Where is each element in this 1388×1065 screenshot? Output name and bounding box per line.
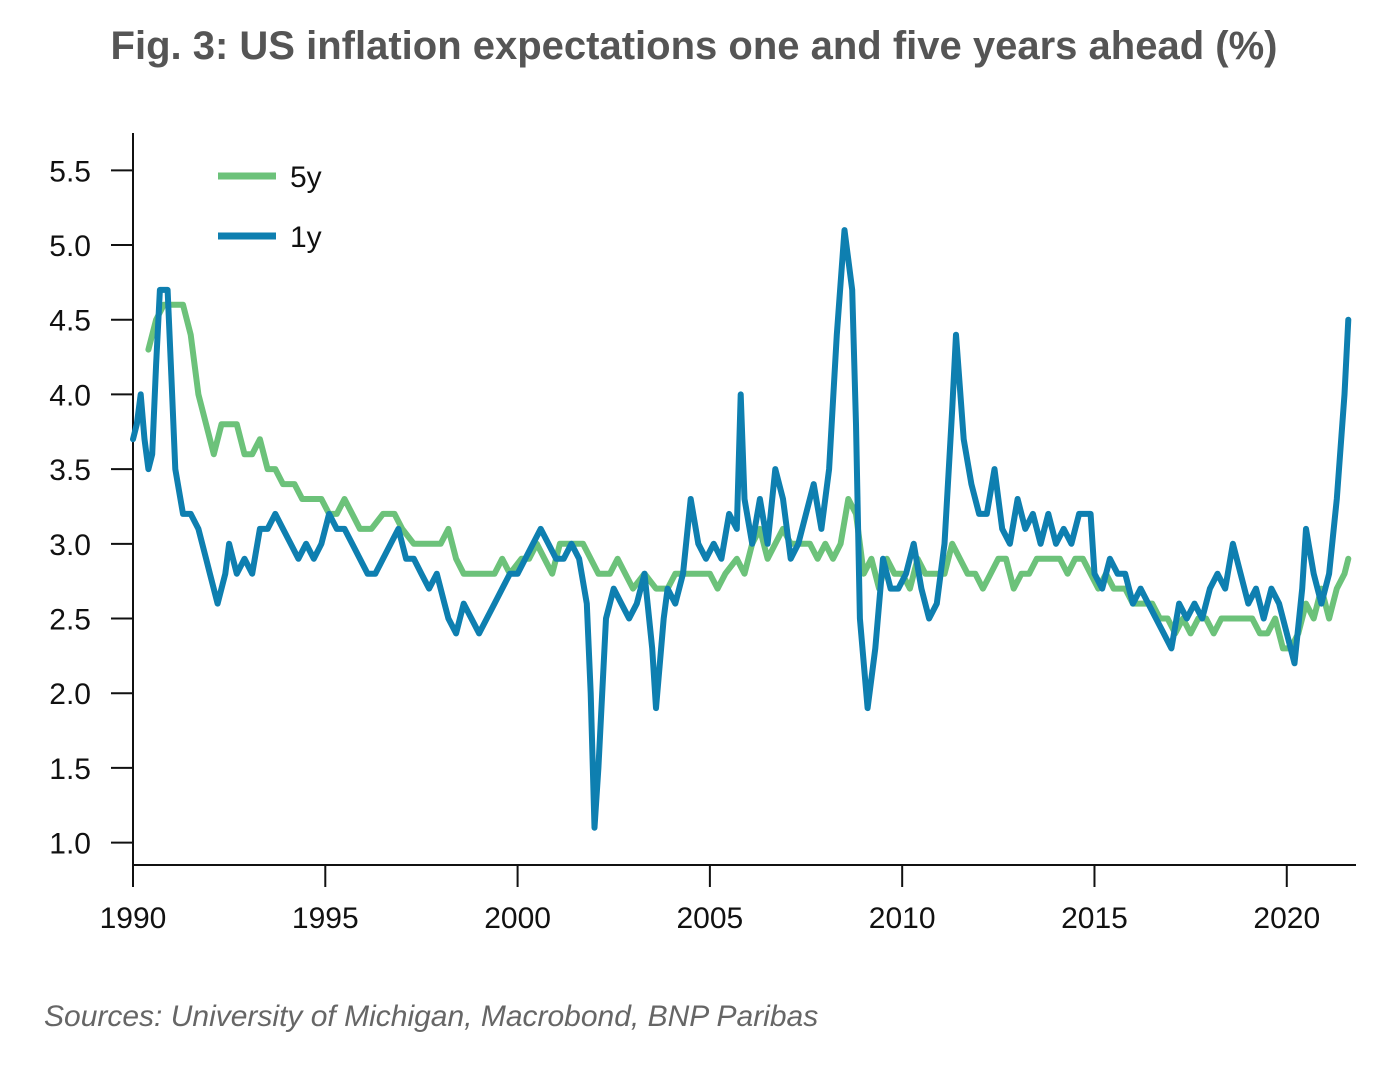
x-tick-label: 1990 <box>100 902 167 935</box>
x-tick-label: 2000 <box>484 902 551 935</box>
y-tick-label: 5.5 <box>49 155 91 188</box>
legend-label: 5y <box>290 161 322 194</box>
y-tick-label: 3.0 <box>49 529 91 562</box>
chart-axes: 1.0 1.5 2.0 2.5 3.0 3.5 4.0 4.5 5.0 5.5 1990 1995 20… <box>49 133 1356 935</box>
y-tick-label: 3.5 <box>49 454 91 487</box>
x-tick-label: 2020 <box>1253 902 1320 935</box>
chart-title: Fig. 3: US inflation expectations one an… <box>110 24 1278 68</box>
y-tick-label: 5.0 <box>49 230 91 263</box>
legend: 5y 1y <box>218 161 322 254</box>
series-1y-line <box>130 227 1352 831</box>
series-5y-line <box>145 301 1352 652</box>
source-note: Sources: University of Michigan, Macrobo… <box>44 1000 819 1033</box>
y-tick-label: 2.0 <box>49 678 91 711</box>
x-tick-label: 2005 <box>677 902 744 935</box>
y-tick-label: 1.0 <box>49 828 91 861</box>
y-tick-label: 4.0 <box>49 379 91 412</box>
y-tick-label: 2.5 <box>49 604 91 637</box>
legend-label: 1y <box>290 221 322 254</box>
x-tick-label: 1995 <box>292 902 359 935</box>
y-tick-label: 4.5 <box>49 305 91 338</box>
x-tick-label: 2015 <box>1061 902 1128 935</box>
y-tick-label: 1.5 <box>49 753 91 786</box>
line-chart: 1.0 1.5 2.0 2.5 3.0 3.5 4.0 4.5 5.0 5.5 1990 1995 20… <box>49 133 1356 935</box>
series-lines <box>130 227 1352 831</box>
x-tick-label: 2010 <box>869 902 936 935</box>
